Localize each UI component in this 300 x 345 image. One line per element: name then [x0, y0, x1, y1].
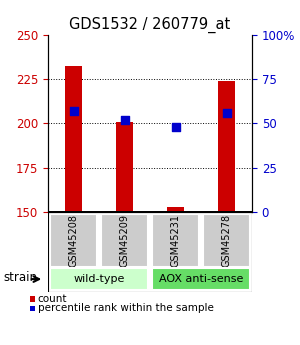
Bar	[64, 67, 82, 212]
Bar	[167, 207, 184, 212]
Bar	[101, 214, 148, 267]
Bar	[50, 214, 97, 267]
Text: GSM45208: GSM45208	[68, 214, 79, 267]
Text: count: count	[38, 294, 67, 304]
Title: GDS1532 / 260779_at: GDS1532 / 260779_at	[69, 17, 231, 33]
Bar	[116, 121, 134, 212]
Bar	[50, 268, 148, 290]
Bar	[203, 214, 250, 267]
Point	[71, 108, 76, 114]
Bar	[218, 81, 236, 212]
Point	[173, 124, 178, 130]
Point	[224, 110, 229, 116]
Text: strain: strain	[3, 271, 37, 284]
Text: GSM45278: GSM45278	[221, 214, 232, 267]
Bar	[152, 268, 250, 290]
Text: wild-type: wild-type	[73, 274, 125, 284]
Text: GSM45231: GSM45231	[170, 214, 181, 267]
Text: percentile rank within the sample: percentile rank within the sample	[38, 303, 213, 313]
Text: GSM45209: GSM45209	[119, 214, 130, 267]
Text: AOX anti-sense: AOX anti-sense	[159, 274, 243, 284]
Bar	[152, 214, 199, 267]
Point	[122, 117, 127, 122]
